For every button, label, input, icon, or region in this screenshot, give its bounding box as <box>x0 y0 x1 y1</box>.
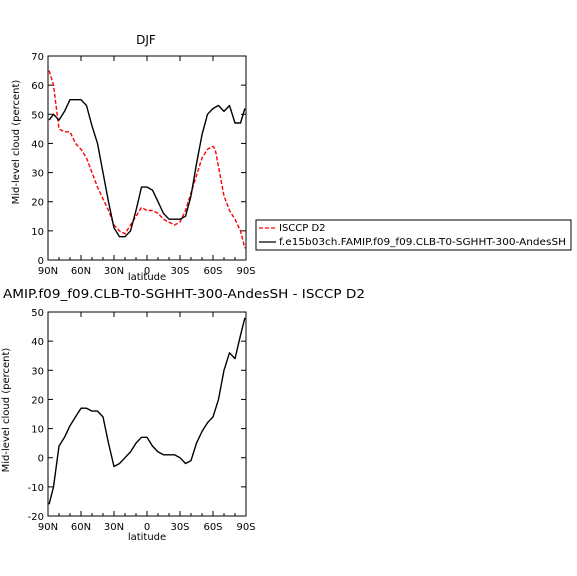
top-series-line-1 <box>48 70 246 249</box>
legend-entry-isccp: ISCCP D2 <box>279 223 326 234</box>
bottom-y-tick-label: 10 <box>31 425 44 436</box>
bottom-panel-x-axis-label: latitude <box>128 532 166 543</box>
top-y-tick-label: 70 <box>31 52 44 63</box>
bottom-panel: AMIP.f09_f09.CLB-T0-SGHHT-300-AndesSH - … <box>1 287 365 543</box>
top-y-tick-label: 0 <box>38 256 44 267</box>
bottom-panel-y-axis-label: Mid-level cloud (percent) <box>1 348 12 473</box>
bottom-panel-lines <box>48 317 246 505</box>
legend-entry-model: f.e15b03ch.FAMIP.f09_f09.CLB-T0-SGHHT-30… <box>279 237 566 248</box>
bottom-x-tick-label: 30N <box>104 522 124 533</box>
bottom-y-tick-label: 20 <box>31 395 44 406</box>
top-series-line-2 <box>48 98 246 238</box>
top-x-tick-label: 60S <box>203 266 222 277</box>
top-y-tick-label: 10 <box>31 227 44 238</box>
top-x-tick-label: 30N <box>104 266 124 277</box>
bottom-y-tick-label: -20 <box>28 512 44 523</box>
top-panel-lines <box>48 70 246 249</box>
bottom-y-tick-label: 50 <box>31 308 44 319</box>
bottom-y-tick-label: 40 <box>31 337 44 348</box>
top-y-tick-label: 60 <box>31 81 44 92</box>
bottom-x-tick-label: 60S <box>203 522 222 533</box>
top-panel-y-axis-label: Mid-level cloud (percent) <box>11 80 22 205</box>
legend: ISCCP D2 f.e15b03ch.FAMIP.f09_f09.CLB-T0… <box>255 219 572 251</box>
bottom-x-tick-label: 60N <box>71 522 91 533</box>
bottom-y-tick-label: 0 <box>38 454 44 465</box>
top-x-tick-label: 30S <box>170 266 189 277</box>
top-y-tick-label: 50 <box>31 110 44 121</box>
bottom-y-tick-label: 30 <box>31 366 44 377</box>
bottom-x-tick-label: 90S <box>236 522 255 533</box>
top-panel-title: DJF <box>136 33 156 47</box>
bottom-x-tick-label: 30S <box>170 522 189 533</box>
bottom-y-tick-label: -10 <box>28 483 44 494</box>
top-y-tick-label: 30 <box>31 169 44 180</box>
top-panel: DJF latitude Mid-level cloud (percent) 0… <box>11 33 256 283</box>
top-x-tick-label: 90S <box>236 266 255 277</box>
top-y-tick-label: 20 <box>31 198 44 209</box>
bottom-x-tick-label: 90N <box>38 522 58 533</box>
top-x-tick-label: 60N <box>71 266 91 277</box>
top-panel-x-axis-label: latitude <box>128 272 166 283</box>
top-panel-axes: 0 10 20 30 40 50 60 70 90N 60N 30N 0 30S 60S 90S <box>31 52 255 277</box>
bottom-series-line-1 <box>48 317 246 505</box>
top-y-tick-label: 40 <box>31 139 44 150</box>
bottom-x-tick-label: 0 <box>144 522 150 533</box>
bottom-panel-axes: -20 -10 0 10 20 30 40 50 90N 60N 30N 0 30S 60S 90S <box>28 308 256 533</box>
legend-box <box>255 219 572 251</box>
bottom-panel-title: AMIP.f09_f09.CLB-T0-SGHHT-300-AndesSH - … <box>3 287 365 301</box>
top-x-tick-label: 90N <box>38 266 58 277</box>
top-x-tick-label: 0 <box>144 266 150 277</box>
